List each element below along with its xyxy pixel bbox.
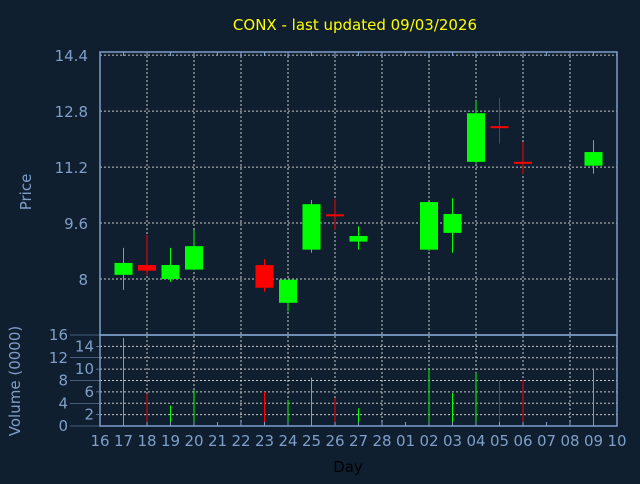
candle-body [114,262,133,275]
chart-title: CONX - last updated 09/03/2026 [233,16,477,34]
candle-body [467,113,485,162]
candle-body [490,126,509,129]
candle-body [514,161,532,164]
y-axis-label: Price [17,174,35,211]
volume-tick-label: 2 [84,406,94,424]
volume-tick-label: 14 [75,337,94,355]
x-tick-label: 24 [278,432,297,450]
price-tick-label: 11.2 [55,159,88,177]
x-tick-label: 17 [114,432,133,450]
x-tick-label: 10 [607,432,626,450]
x-tick-label: 27 [349,432,368,450]
x-tick-label: 09 [584,432,603,450]
volume-tick-label: 6 [84,383,94,401]
x-tick-label: 06 [513,432,532,450]
price-tick-label: 9.6 [64,215,88,233]
candle-body [279,279,297,303]
price-tick-label: 12.8 [55,103,88,121]
x-tick-label: 08 [560,432,579,450]
x-axis-label: Day [333,458,363,476]
x-tick-label: 02 [419,432,438,450]
x-tick-label: 28 [372,432,391,450]
candle-body [161,265,180,280]
volume-plot-frame [99,334,618,427]
x-tick-label: 23 [255,432,274,450]
x-tick-label: 05 [490,432,509,450]
volume-tick-label: 12 [49,349,68,367]
x-tick-label: 21 [208,432,227,450]
x-tick-label: 20 [184,432,203,450]
volume-tick-label: 10 [75,360,94,378]
x-tick-label: 22 [231,432,250,450]
candle-body [326,214,344,217]
x-tick-label: 04 [466,432,485,450]
candle-body [302,204,321,250]
x-tick-label: 18 [137,432,156,450]
candle-body [255,265,274,288]
x-tick-label: 16 [90,432,109,450]
x-tick-label: 26 [325,432,344,450]
price-tick-label: 14.4 [55,47,88,65]
x-tick-label: 07 [537,432,556,450]
candle-body [584,152,603,166]
volume-axis-label: Volume (0000) [6,326,24,436]
x-tick-label: 03 [443,432,462,450]
price-plot-frame [99,51,618,336]
volume-tick-label: 4 [58,394,68,412]
candle-body [420,202,438,250]
candle-body [443,213,462,233]
x-tick-label: 19 [161,432,180,450]
x-tick-label: 25 [302,432,321,450]
candle-body [138,265,156,271]
x-tick-label: 01 [396,432,415,450]
candle-body [185,246,203,270]
volume-tick-label: 16 [49,326,68,344]
price-tick-label: 8 [78,271,88,289]
candle-body [349,236,368,242]
volume-tick-label: 0 [58,417,68,435]
volume-tick-label: 8 [58,372,68,390]
